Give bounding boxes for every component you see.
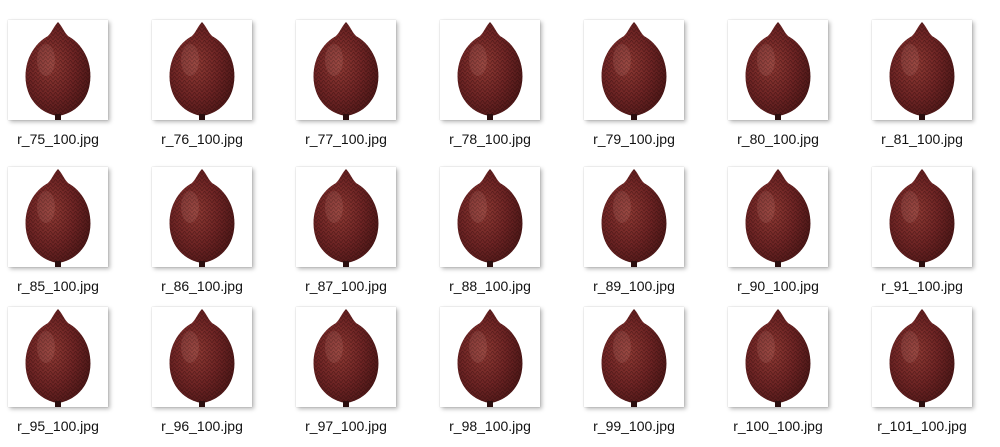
file-name-label: r_86_100.jpg <box>161 278 243 294</box>
file-item[interactable]: r_101_100.jpg <box>852 307 980 447</box>
salak-fruit-thumbnail-icon <box>440 167 540 267</box>
file-name-label: r_78_100.jpg <box>449 131 531 147</box>
file-item[interactable]: r_90_100.jpg <box>708 167 836 307</box>
file-item[interactable]: r_87_100.jpg <box>276 167 404 307</box>
file-name-label: r_97_100.jpg <box>305 418 387 434</box>
file-item[interactable]: r_99_100.jpg <box>564 307 692 447</box>
file-item[interactable]: r_89_100.jpg <box>564 167 692 307</box>
salak-fruit-thumbnail-icon <box>872 167 972 267</box>
file-name-label: r_79_100.jpg <box>593 131 675 147</box>
file-name-label: r_96_100.jpg <box>161 418 243 434</box>
file-item[interactable]: r_96_100.jpg <box>132 307 260 447</box>
file-name-label: r_99_100.jpg <box>593 418 675 434</box>
file-name-label: r_81_100.jpg <box>881 131 963 147</box>
salak-fruit-thumbnail-icon <box>728 307 828 407</box>
file-item[interactable]: r_95_100.jpg <box>0 307 116 447</box>
file-item[interactable]: r_79_100.jpg <box>564 20 692 160</box>
salak-fruit-thumbnail-icon <box>296 307 396 407</box>
file-item[interactable]: r_86_100.jpg <box>132 167 260 307</box>
file-name-label: r_87_100.jpg <box>305 278 387 294</box>
file-item[interactable]: r_80_100.jpg <box>708 20 836 160</box>
file-name-label: r_98_100.jpg <box>449 418 531 434</box>
file-item[interactable]: r_85_100.jpg <box>0 167 116 307</box>
salak-fruit-thumbnail-icon <box>872 20 972 120</box>
file-name-label: r_75_100.jpg <box>17 131 99 147</box>
file-item[interactable]: r_100_100.jpg <box>708 307 836 447</box>
file-item[interactable]: r_97_100.jpg <box>276 307 404 447</box>
salak-fruit-thumbnail-icon <box>872 307 972 407</box>
salak-fruit-thumbnail-icon <box>8 167 108 267</box>
file-item[interactable]: r_77_100.jpg <box>276 20 404 160</box>
file-name-label: r_91_100.jpg <box>881 278 963 294</box>
file-name-label: r_89_100.jpg <box>593 278 675 294</box>
salak-fruit-thumbnail-icon <box>584 20 684 120</box>
file-item[interactable]: r_76_100.jpg <box>132 20 260 160</box>
file-name-label: r_88_100.jpg <box>449 278 531 294</box>
file-name-label: r_101_100.jpg <box>877 418 967 434</box>
salak-fruit-thumbnail-icon <box>584 167 684 267</box>
file-name-label: r_90_100.jpg <box>737 278 819 294</box>
salak-fruit-thumbnail-icon <box>728 20 828 120</box>
file-item[interactable]: r_98_100.jpg <box>420 307 548 447</box>
file-name-label: r_77_100.jpg <box>305 131 387 147</box>
file-name-label: r_80_100.jpg <box>737 131 819 147</box>
file-item[interactable]: r_88_100.jpg <box>420 167 548 307</box>
file-item[interactable]: r_78_100.jpg <box>420 20 548 160</box>
file-name-label: r_85_100.jpg <box>17 278 99 294</box>
salak-fruit-thumbnail-icon <box>296 167 396 267</box>
file-item[interactable]: r_81_100.jpg <box>852 20 980 160</box>
salak-fruit-thumbnail-icon <box>8 307 108 407</box>
salak-fruit-thumbnail-icon <box>728 167 828 267</box>
file-name-label: r_95_100.jpg <box>17 418 99 434</box>
file-name-label: r_76_100.jpg <box>161 131 243 147</box>
file-item[interactable]: r_91_100.jpg <box>852 167 980 307</box>
file-item[interactable]: r_75_100.jpg <box>0 20 116 160</box>
salak-fruit-thumbnail-icon <box>8 20 108 120</box>
file-name-label: r_100_100.jpg <box>733 418 823 434</box>
salak-fruit-thumbnail-icon <box>152 167 252 267</box>
salak-fruit-thumbnail-icon <box>152 20 252 120</box>
salak-fruit-thumbnail-icon <box>440 307 540 407</box>
salak-fruit-thumbnail-icon <box>296 20 396 120</box>
salak-fruit-thumbnail-icon <box>584 307 684 407</box>
salak-fruit-thumbnail-icon <box>440 20 540 120</box>
salak-fruit-thumbnail-icon <box>152 307 252 407</box>
